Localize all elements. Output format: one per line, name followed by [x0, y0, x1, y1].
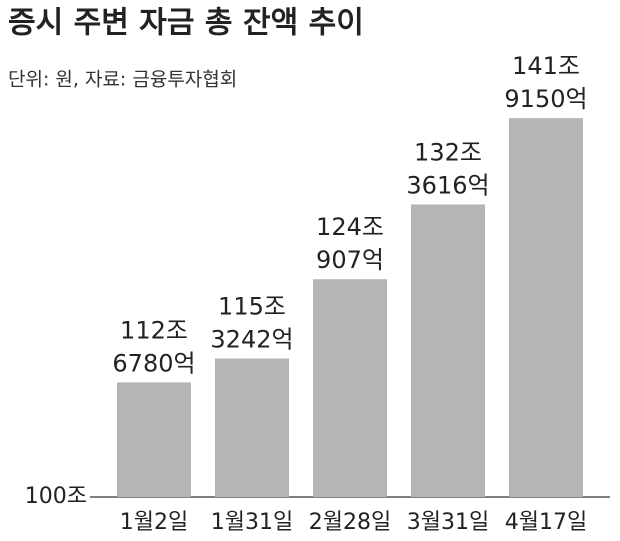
chart-title: 증시 주변 자금 총 잔액 추이	[8, 6, 364, 41]
bar	[313, 279, 387, 497]
value-label: 9150억	[504, 85, 587, 113]
value-label: 112조	[120, 316, 188, 344]
chart-subtitle: 단위: 원, 자료: 금융투자협회	[8, 69, 237, 91]
value-label: 141조	[512, 52, 580, 80]
value-label: 132조	[414, 138, 482, 166]
x-tick-label: 2월28일	[309, 510, 391, 535]
x-tick-label: 4월17일	[505, 510, 587, 535]
x-tick-label: 1월31일	[211, 510, 293, 535]
y-tick-label: 100조	[25, 484, 87, 509]
bar	[117, 382, 191, 497]
value-label: 907억	[316, 246, 384, 274]
value-label: 6780억	[112, 349, 195, 377]
value-label: 115조	[218, 292, 286, 320]
value-label: 3616억	[406, 171, 489, 199]
x-tick-label: 3월31일	[407, 510, 489, 535]
value-label: 124조	[316, 213, 384, 241]
value-label: 3242억	[210, 325, 293, 353]
bar	[215, 358, 289, 497]
bar	[509, 118, 583, 497]
bar	[411, 204, 485, 497]
x-tick-label: 1월2일	[120, 510, 188, 535]
